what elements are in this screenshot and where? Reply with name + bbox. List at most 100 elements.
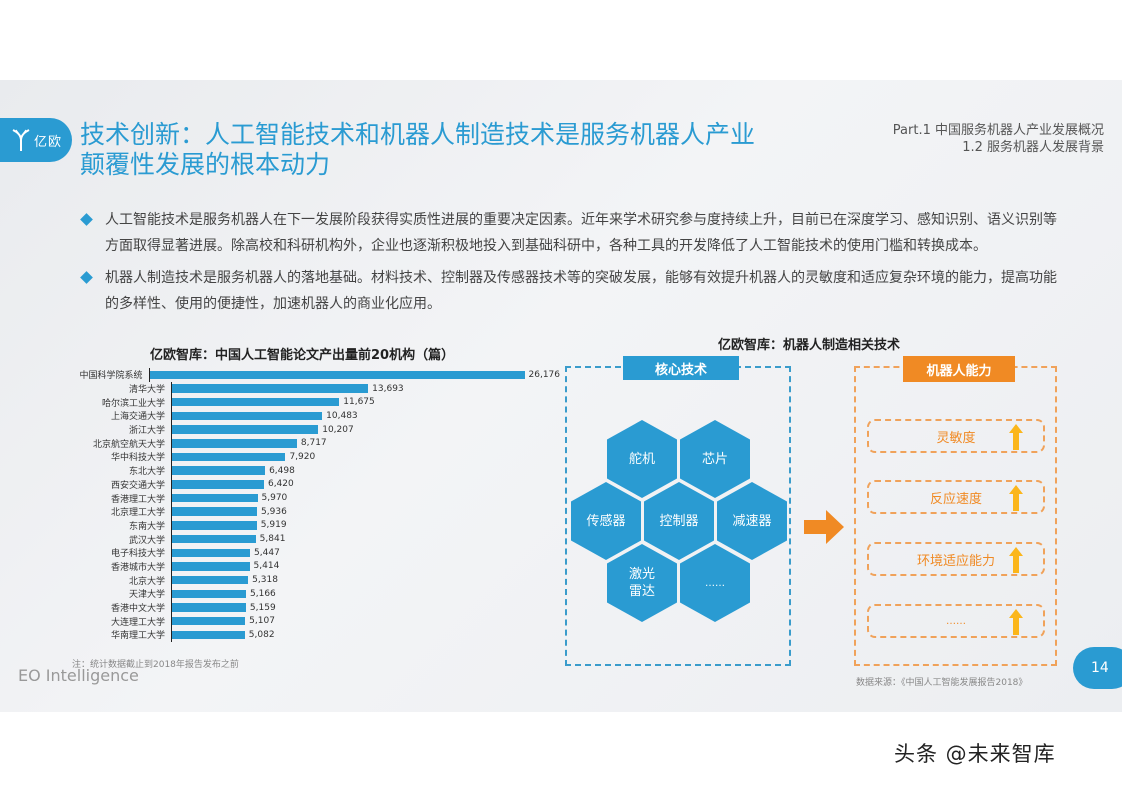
bar-value: 26,176	[528, 369, 561, 380]
bar-track: 5,447	[171, 545, 560, 560]
bar-label: 北京航空航天大学	[92, 439, 165, 450]
diamond-bullet-icon	[80, 213, 93, 226]
bar-value: 5,318	[252, 575, 278, 586]
hex-reducer: 减速器	[717, 482, 787, 560]
bar-label: 大连理工大学	[110, 617, 165, 628]
capability-text: ……	[946, 615, 966, 627]
bar-label: 上海交通大学	[110, 412, 165, 423]
bar-label: 北京大学	[128, 576, 165, 587]
arrow-up-icon	[1009, 547, 1023, 573]
bar-value: 5,447	[254, 547, 280, 558]
bar-track: 10,207	[171, 422, 560, 437]
bar-row: 东南大学 5,919	[60, 518, 560, 533]
bar-row: 北京大学 5,318	[60, 573, 560, 587]
bar	[172, 603, 246, 612]
bar	[172, 411, 323, 421]
bar-row: 北京理工大学 5,936	[60, 504, 560, 519]
bar-value: 5,159	[249, 602, 276, 613]
bar-track: 5,841	[171, 532, 560, 546]
part-label: Part.1 中国服务机器人产业发展概况	[892, 123, 1104, 138]
hex-chip: 芯片	[680, 420, 750, 498]
capability-item: ……	[867, 604, 1045, 638]
bar-value: 10,207	[322, 424, 354, 435]
chart-title: 亿欧智库：中国人工智能论文产出量前20机构（篇）	[150, 348, 455, 363]
bar-label: 东北大学	[128, 467, 165, 478]
hex-sensor: 传感器	[571, 482, 641, 560]
bar-row: 东北大学 6,498	[60, 463, 560, 478]
bar-track: 10,483	[171, 409, 560, 423]
bar-row: 大连理工大学 5,107	[60, 614, 560, 629]
hex-lidar: 激光 雷达	[607, 544, 677, 622]
core-tech-label: 核心技术	[623, 356, 739, 380]
bar	[172, 384, 369, 393]
bar-value: 5,970	[261, 493, 288, 504]
bar-value: 10,483	[326, 410, 358, 421]
bar	[172, 480, 264, 489]
bar-track: 5,936	[171, 504, 560, 519]
slide: 亿欧 技术创新：人工智能技术和机器人制造技术是服务机器人产业 颠覆性发展的根本动…	[0, 80, 1122, 712]
page-title: 技术创新：人工智能技术和机器人制造技术是服务机器人产业 颠覆性发展的根本动力	[80, 120, 860, 180]
bar	[172, 548, 251, 558]
bar-label: 哈尔滨工业大学	[101, 398, 165, 409]
bar-value: 6,420	[267, 479, 294, 490]
arrow-up-icon	[1009, 609, 1023, 635]
bar	[172, 425, 319, 434]
bar-value: 7,920	[289, 451, 316, 462]
page-number: 14	[1073, 647, 1122, 689]
bar-value: 5,841	[259, 534, 286, 545]
bar-row: 清华大学 13,693	[60, 381, 560, 396]
bar-row: 香港理工大学 5,970	[60, 491, 560, 505]
bar-track: 5,082	[171, 628, 560, 642]
bar-track: 11,675	[171, 395, 560, 410]
bar	[149, 370, 525, 380]
logo: 亿欧	[0, 118, 72, 162]
bullet-item: 机器人制造技术是服务机器人的落地基础。材料技术、控制器及传感器技术等的突破发展，…	[78, 265, 1058, 317]
bar-row: 北京航空航天大学 8,717	[60, 436, 560, 451]
bar-value: 5,082	[248, 629, 275, 640]
hex-controller: 控制器	[644, 482, 714, 560]
bar-track: 5,414	[171, 559, 560, 574]
watermark: 头条 @未来智库	[894, 742, 1056, 766]
bullet-item: 人工智能技术是服务机器人在下一发展阶段获得实质性进展的重要决定因素。近年来学术研…	[78, 207, 1058, 259]
capability-item: 灵敏度	[867, 419, 1045, 453]
bar	[172, 493, 258, 503]
arrow-up-icon	[1009, 424, 1023, 450]
bar-row: 香港中文大学 5,159	[60, 600, 560, 615]
data-source: 数据来源：《中国人工智能发展报告2018》	[856, 678, 1028, 688]
bar	[172, 439, 297, 448]
diagram-title: 亿欧智库：机器人制造相关技术	[718, 338, 901, 353]
bar-value: 8,717	[300, 438, 327, 449]
bar-value: 5,414	[253, 561, 280, 572]
bar-track: 13,693	[171, 381, 560, 396]
bar-label: 浙江大学	[128, 426, 165, 437]
logo-text: 亿欧	[33, 134, 62, 150]
bar-track: 8,717	[171, 436, 560, 451]
bar	[172, 589, 246, 599]
bar	[172, 616, 246, 626]
bar	[172, 452, 286, 462]
bar-label: 北京理工大学	[110, 508, 165, 519]
bar	[172, 575, 249, 585]
arrow-right-icon	[804, 510, 844, 544]
bullet-list: 人工智能技术是服务机器人在下一发展阶段获得实质性进展的重要决定因素。近年来学术研…	[78, 207, 1058, 323]
bar-value: 11,675	[343, 397, 375, 408]
bar-track: 26,176	[148, 368, 561, 382]
bar-track: 5,107	[171, 614, 560, 629]
capability-text: 环境适应能力	[916, 553, 995, 569]
bar-track: 5,166	[171, 587, 560, 601]
bar	[172, 507, 258, 516]
bar-value: 5,166	[250, 588, 276, 599]
bar-row: 中国科学院系统 26,176	[60, 368, 560, 382]
bar-row: 电子科技大学 5,447	[60, 545, 560, 560]
capability-item: 环境适应能力	[867, 542, 1045, 576]
chart-note: 注：统计数据截止到2018年报告发布之前	[72, 660, 239, 670]
capability-label: 机器人能力	[903, 356, 1015, 382]
bar-label: 香港理工大学	[110, 494, 165, 505]
bar-row: 华中科技大学 7,920	[60, 450, 560, 464]
capability-item: 反应速度	[867, 480, 1045, 514]
bar-row: 上海交通大学 10,483	[60, 409, 560, 423]
bar-row: 西安交通大学 6,420	[60, 477, 560, 492]
bar-track: 6,498	[171, 463, 560, 478]
bar-label: 东南大学	[128, 521, 165, 532]
bullet-text: 人工智能技术是服务机器人在下一发展阶段获得实质性进展的重要决定因素。近年来学术研…	[105, 212, 1057, 254]
